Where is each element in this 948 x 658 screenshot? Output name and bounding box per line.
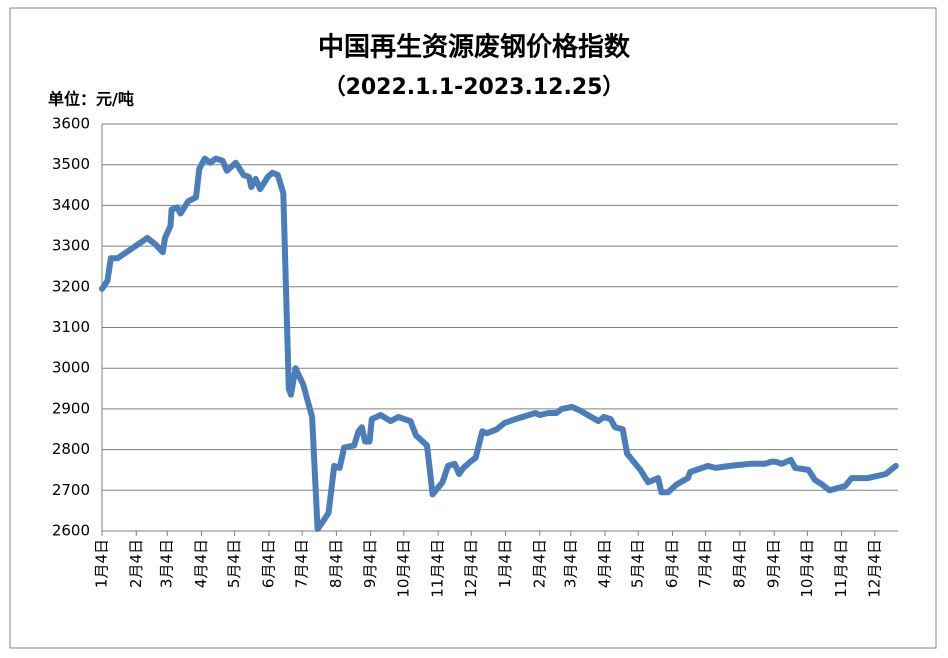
x-tick-label: 4月4日: [192, 539, 210, 588]
x-tick-label: 6月4日: [663, 539, 681, 588]
x-tick-label: 5月4日: [629, 539, 647, 588]
x-tick-label: 4月4日: [596, 539, 614, 588]
y-tick-label: 3600: [52, 115, 90, 133]
x-tick-label: 12月4日: [865, 539, 883, 598]
x-tick-label: 3月4日: [158, 539, 176, 588]
x-tick-label: 9月4日: [361, 539, 379, 588]
x-tick-label: 1月4日: [93, 539, 111, 588]
chart-subtitle: （2022.1.1-2023.12.25）: [324, 75, 625, 100]
x-tick-label: 10月4日: [798, 539, 816, 598]
x-tick-label: 8月4日: [327, 539, 345, 588]
x-tick-label: 11月4日: [832, 539, 850, 598]
y-tick-label: 2900: [52, 399, 90, 417]
x-tick-label: 2月4日: [127, 539, 145, 588]
y-tick-label: 3000: [52, 359, 90, 377]
x-tick-label: 3月4日: [561, 539, 579, 588]
y-tick-label: 2700: [52, 481, 90, 499]
chart-title: 中国再生资源废钢价格指数: [318, 32, 631, 63]
unit-label: 单位：元/吨: [48, 90, 134, 109]
x-tick-label: 1月4日: [496, 539, 514, 588]
y-tick-label: 3100: [52, 318, 90, 336]
x-tick-label: 5月4日: [225, 539, 243, 588]
x-tick-label: 11月4日: [429, 539, 447, 598]
x-tick-label: 7月4日: [696, 539, 714, 588]
y-tick-label: 2800: [52, 440, 90, 458]
x-tick-label: 7月4日: [293, 539, 311, 588]
x-tick-label: 10月4日: [394, 539, 412, 598]
y-tick-label: 3400: [52, 196, 90, 214]
y-tick-label: 3200: [52, 277, 90, 295]
x-tick-label: 2月4日: [530, 539, 548, 588]
x-tick-label: 12月4日: [462, 539, 480, 598]
y-tick-label: 2600: [52, 522, 90, 540]
x-tick-label: 9月4日: [765, 539, 783, 588]
x-tick-label: 8月4日: [730, 539, 748, 588]
y-tick-label: 3500: [52, 155, 90, 173]
y-tick-label: 3300: [52, 237, 90, 255]
x-tick-label: 6月4日: [259, 539, 277, 588]
price-line: [99, 155, 899, 532]
